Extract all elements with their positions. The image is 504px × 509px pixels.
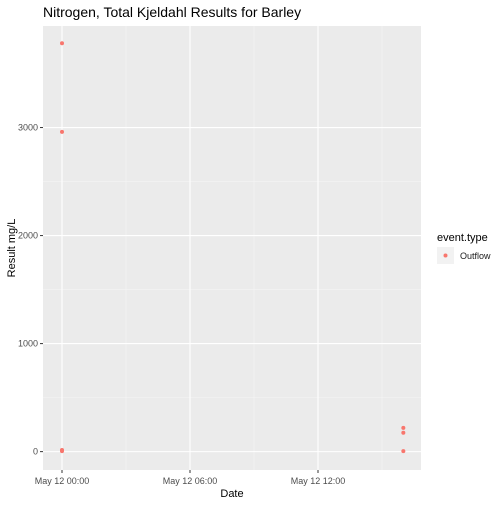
plot-panel [43, 26, 421, 470]
y-tick-label: 0 [33, 447, 38, 457]
y-tick-label: 2000 [18, 231, 38, 241]
x-tick-label: May 12 06:00 [163, 476, 218, 486]
grid-minor [43, 26, 421, 470]
data-point [60, 129, 64, 134]
legend-title: event.type [437, 232, 488, 244]
legend-label-outflow: Outflow [460, 251, 491, 261]
x-axis-label: Date [220, 488, 243, 500]
chart-title: Nitrogen, Total Kjeldahl Results for Bar… [43, 4, 301, 20]
data-point [401, 430, 406, 435]
x-axis-ticks: May 12 00:00 May 12 06:00 May 12 12:00 [35, 470, 346, 486]
legend-marker-outflow [443, 253, 448, 258]
y-axis-label: Result mg/L [6, 219, 18, 278]
x-tick-label: May 12 00:00 [35, 476, 90, 486]
y-tick-label: 1000 [18, 339, 38, 349]
data-point [401, 449, 406, 454]
data-point [60, 41, 64, 46]
grid-major [43, 26, 421, 470]
x-tick-label: May 12 12:00 [291, 476, 346, 486]
data-point [401, 425, 406, 430]
legend: event.type Outflow [437, 232, 491, 264]
data-points [60, 41, 406, 454]
y-axis-ticks: 0 1000 2000 3000 [18, 123, 43, 457]
data-point [60, 449, 64, 454]
y-tick-label: 3000 [18, 123, 38, 133]
